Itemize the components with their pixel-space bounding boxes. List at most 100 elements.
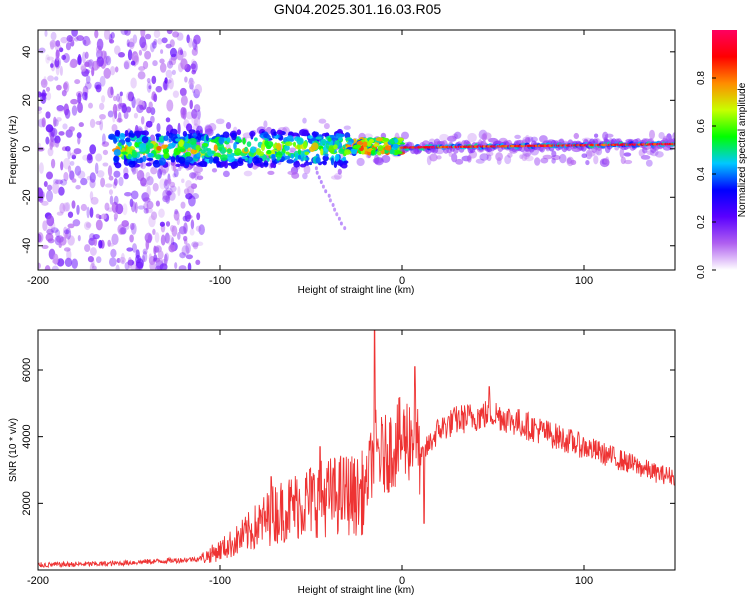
heatmap-cell xyxy=(156,257,163,265)
heatmap-cell xyxy=(155,85,163,93)
heatmap-cell xyxy=(76,55,82,66)
heatmap-cell xyxy=(288,131,293,136)
bottom-y-axis-label: SNR (10 * v/v) xyxy=(8,418,19,482)
heatmap-cell xyxy=(309,146,316,152)
heatmap-cell xyxy=(84,61,90,68)
heatmap-cell xyxy=(45,190,54,203)
heatmap-cell xyxy=(121,151,128,155)
heatmap-cell xyxy=(249,130,256,137)
heatmap-cell xyxy=(49,40,57,48)
heatmap-cell xyxy=(71,30,78,37)
heatmap-cell xyxy=(86,154,93,164)
heatmap-cell xyxy=(335,133,341,139)
heatmap-cell xyxy=(77,136,81,145)
heatmap-cell xyxy=(521,153,528,162)
heatmap-cell xyxy=(164,77,168,84)
heatmap-cell xyxy=(95,120,102,125)
heatmap-cell xyxy=(479,153,489,161)
heatmap-cell xyxy=(89,247,97,256)
heatmap-cell xyxy=(196,241,204,247)
heatmap-cell xyxy=(113,149,122,156)
heatmap-cell xyxy=(276,156,281,161)
heatmap-cell xyxy=(67,235,75,246)
heatmap-cell xyxy=(453,131,462,139)
heatmap-cell xyxy=(77,234,81,242)
heatmap-cell xyxy=(327,137,332,142)
heatmap-cell xyxy=(92,233,100,240)
heatmap-cell xyxy=(187,262,192,270)
heatmap-cell xyxy=(319,180,323,184)
heatmap-cell xyxy=(127,49,133,61)
heatmap-cell xyxy=(114,45,121,55)
heatmap-cell xyxy=(263,120,268,128)
heatmap-cell xyxy=(343,125,351,130)
x-tick-label: -100 xyxy=(209,575,231,587)
heatmap-cell xyxy=(327,193,331,198)
bottom-x-ticks: -200 -100 0 100 xyxy=(27,330,593,587)
heatmap-cell xyxy=(93,237,98,247)
heatmap-cell xyxy=(107,86,114,99)
heatmap-cell xyxy=(95,256,102,264)
heatmap-cell xyxy=(334,153,340,162)
heatmap-cell xyxy=(113,170,121,178)
heatmap-cell xyxy=(76,35,85,42)
heatmap-cell xyxy=(619,148,625,158)
heatmap-cell xyxy=(191,48,198,56)
heatmap-cell xyxy=(369,139,374,143)
heatmap-cell xyxy=(353,144,362,149)
heatmap-cell xyxy=(283,155,291,160)
heatmap-cell xyxy=(124,191,132,197)
heatmap-cell xyxy=(82,51,86,64)
heatmap-cell xyxy=(179,252,186,259)
heatmap-cell xyxy=(189,172,197,179)
heatmap-cell xyxy=(321,132,330,137)
heatmap-cell xyxy=(176,217,180,226)
heatmap-cell xyxy=(83,221,91,231)
heatmap-cell xyxy=(41,117,46,128)
heatmap-cell xyxy=(114,66,119,73)
heatmap-cell xyxy=(116,93,120,102)
heatmap-cell xyxy=(317,175,321,180)
heatmap-cell xyxy=(96,170,105,178)
heatmap-cell xyxy=(173,210,180,221)
x-tick-label: -200 xyxy=(27,275,49,287)
heatmap-cell xyxy=(275,151,283,159)
heatmap-cell xyxy=(99,102,105,111)
heatmap-cell xyxy=(166,235,174,246)
heatmap-cell xyxy=(166,190,172,196)
heatmap-cell xyxy=(129,222,135,231)
heatmap-cell xyxy=(101,133,106,145)
heatmap-cell xyxy=(333,160,338,169)
heatmap-cell xyxy=(141,130,149,137)
heatmap-cell xyxy=(38,47,46,54)
heatmap-cell xyxy=(211,168,218,173)
y-tick-label: 20 xyxy=(21,94,33,106)
heatmap-cell xyxy=(286,135,294,142)
heatmap-cell xyxy=(121,252,125,263)
heatmap-cell xyxy=(356,157,365,167)
heatmap-cell xyxy=(195,259,201,265)
heatmap-cell xyxy=(593,133,599,138)
heatmap-cell xyxy=(519,154,524,160)
heatmap-cell xyxy=(225,122,232,130)
heatmap-cell xyxy=(126,39,130,48)
heatmap-cell xyxy=(56,235,64,243)
heatmap-cell xyxy=(128,160,136,168)
heatmap-cell xyxy=(73,148,82,155)
heatmap-cell xyxy=(127,153,132,159)
heatmap-cell xyxy=(161,169,167,176)
heatmap-cell xyxy=(302,140,308,149)
heatmap-cell xyxy=(196,152,201,158)
heatmap-cell xyxy=(52,182,60,194)
heatmap-cell xyxy=(134,142,139,148)
heatmap-cell xyxy=(38,162,44,174)
heatmap-cell xyxy=(123,59,131,70)
heatmap-cell xyxy=(41,79,47,85)
x-tick-label: 0 xyxy=(399,275,405,287)
heatmap-cell xyxy=(56,117,62,122)
heatmap-cell xyxy=(514,134,521,140)
heatmap-cell xyxy=(267,170,275,176)
heatmap-cell xyxy=(41,244,49,249)
heatmap-cell xyxy=(194,84,203,95)
